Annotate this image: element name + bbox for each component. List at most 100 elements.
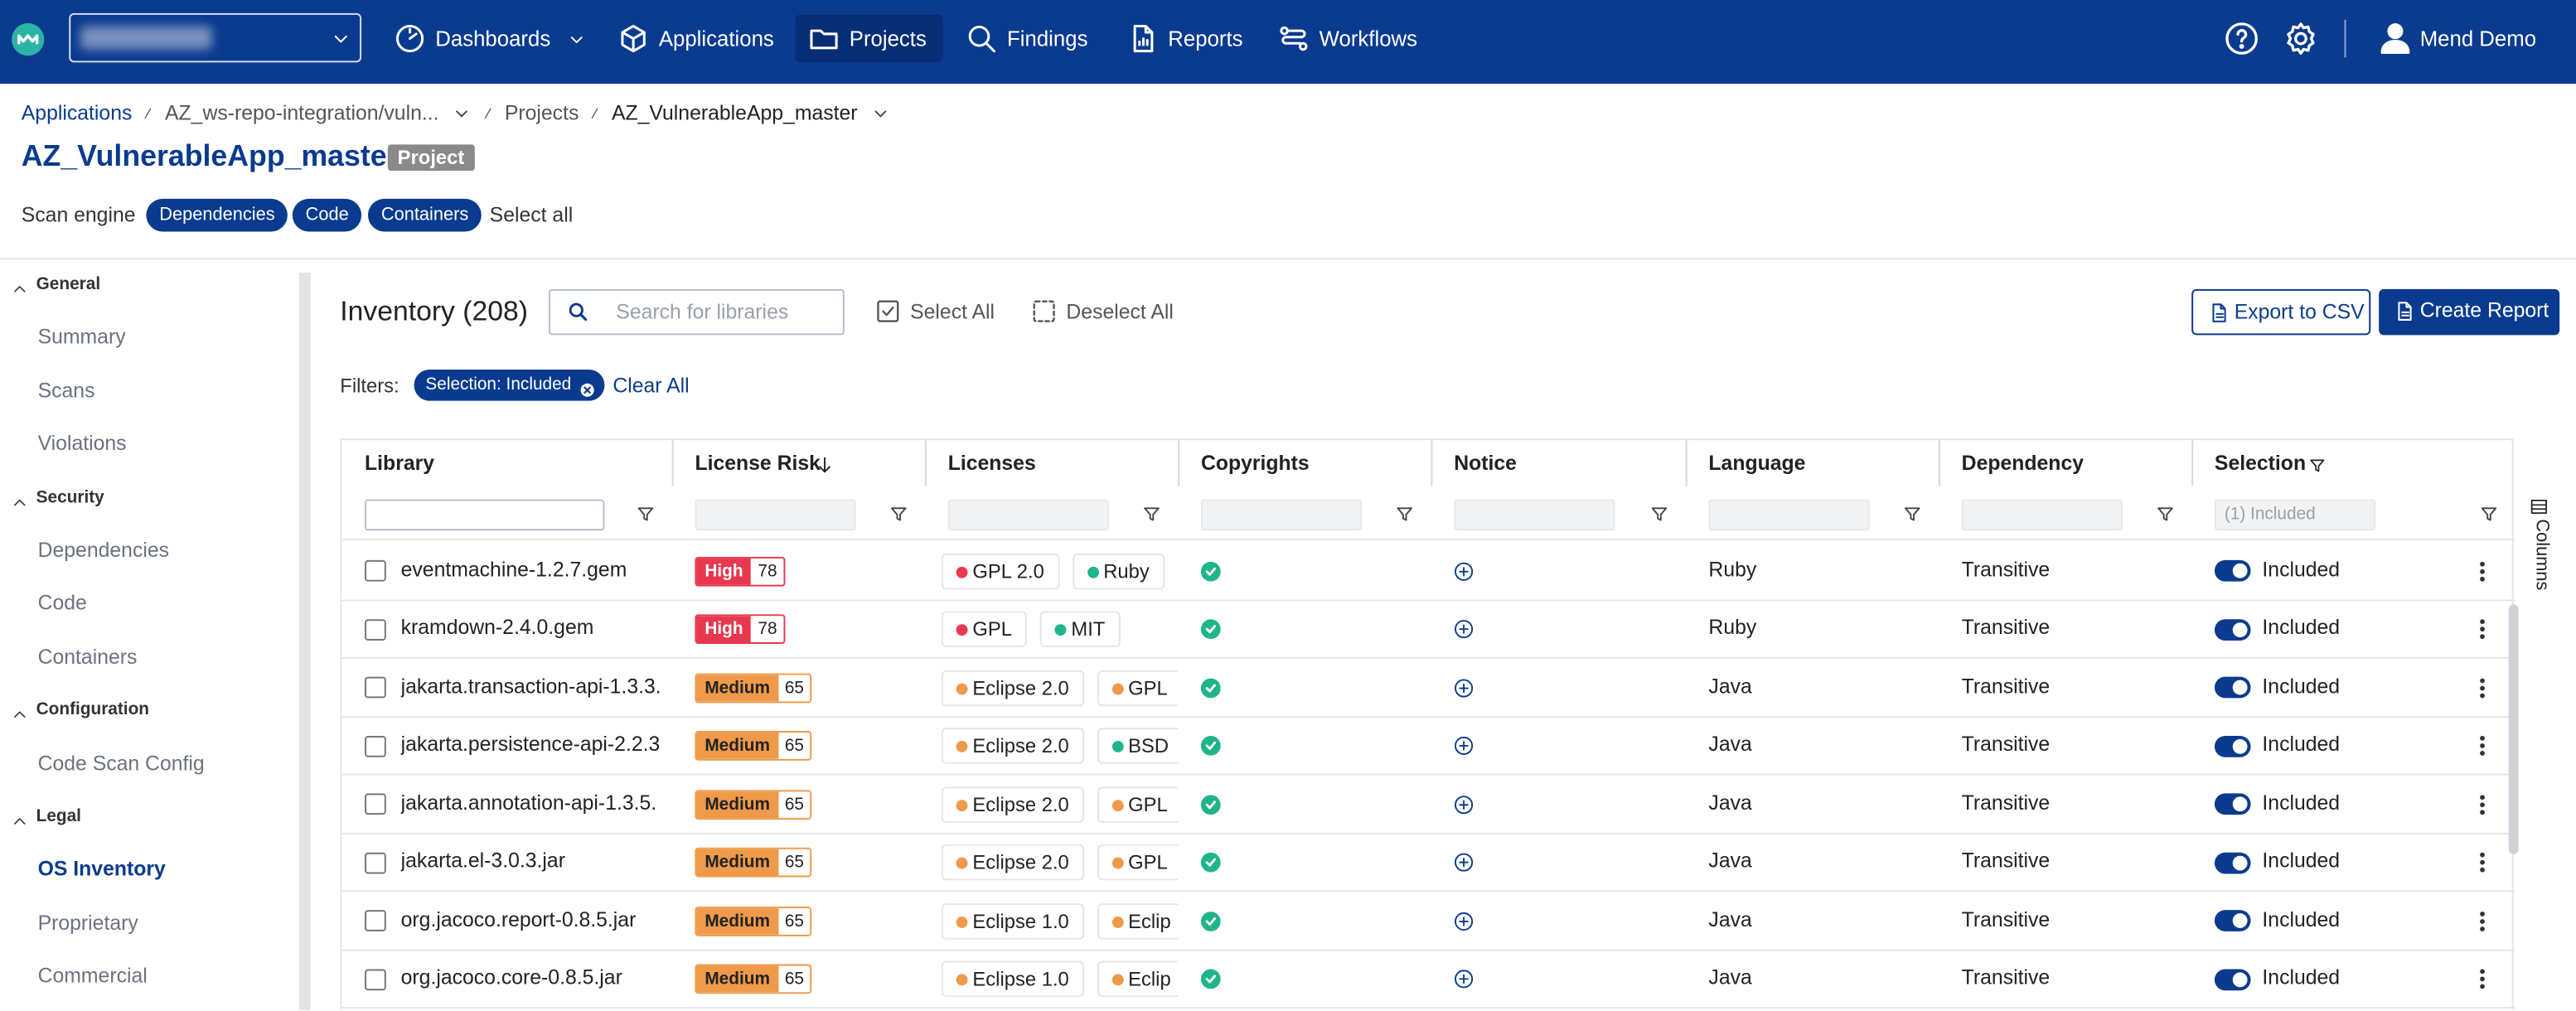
selection-toggle[interactable] xyxy=(2214,676,2251,699)
row-menu[interactable] xyxy=(2471,676,2494,699)
column-filter-input[interactable] xyxy=(695,499,856,531)
collapse-chevron[interactable] xyxy=(12,278,28,294)
column-header[interactable]: Licenses xyxy=(947,452,1036,475)
select-all-engines[interactable]: Select all xyxy=(489,203,574,227)
sidebar-item[interactable]: Violations xyxy=(37,432,127,456)
row-checkbox[interactable] xyxy=(365,559,386,582)
column-header[interactable]: Dependency xyxy=(1961,452,2085,475)
notice-add[interactable] xyxy=(1454,853,1474,873)
filter-icon[interactable] xyxy=(636,505,656,525)
sidebar-item[interactable]: Containers xyxy=(37,645,138,669)
chevron[interactable] xyxy=(870,104,890,123)
license-pill[interactable]: GPL xyxy=(1097,844,1179,881)
copyright-check[interactable] xyxy=(1200,619,1221,640)
library-name[interactable]: jakarta.persistence-api-2.2.3 xyxy=(400,733,661,756)
notice-add[interactable] xyxy=(1454,561,1474,581)
library-name[interactable]: org.jacoco.report-0.8.5.jar xyxy=(400,907,637,931)
create-report-button[interactable]: Create Report xyxy=(2379,288,2560,336)
engine-chip[interactable]: Dependencies xyxy=(146,198,288,232)
clear-all[interactable]: Clear All xyxy=(613,374,690,398)
row-checkbox[interactable] xyxy=(365,793,386,815)
copyright-check[interactable] xyxy=(1200,852,1221,873)
sidebar-item[interactable]: Scans xyxy=(37,379,95,403)
row-checkbox[interactable] xyxy=(365,735,386,757)
license-pill[interactable]: Eclipse 1.0 xyxy=(941,960,1084,998)
license-pill[interactable]: GPL xyxy=(941,611,1027,647)
deselect-all[interactable]: Deselect All xyxy=(1066,300,1174,324)
nav-item[interactable]: Applications xyxy=(604,15,790,62)
license-pill[interactable]: GPL xyxy=(1097,786,1179,823)
copyright-check[interactable] xyxy=(1200,677,1221,698)
help-icon[interactable] xyxy=(2225,22,2259,56)
selection-toggle[interactable] xyxy=(2214,793,2251,815)
settings-icon[interactable] xyxy=(2283,22,2318,56)
library-name[interactable]: jakarta.annotation-api-1.3.5. xyxy=(400,791,657,815)
sidebar-section[interactable]: Configuration xyxy=(36,699,150,720)
license-pill[interactable]: Eclipse 2.0 xyxy=(941,844,1084,881)
column-header[interactable]: Library xyxy=(365,452,435,475)
column-filter-input[interactable] xyxy=(365,499,605,531)
copyright-check[interactable] xyxy=(1200,560,1221,581)
column-header[interactable]: Notice xyxy=(1454,452,1517,475)
filter-icon[interactable] xyxy=(2479,505,2499,525)
export-button[interactable]: Export to CSV xyxy=(2191,288,2371,336)
nav-item[interactable]: Findings xyxy=(953,15,1105,62)
license-pill[interactable]: GPL xyxy=(1097,669,1179,706)
selection-toggle[interactable] xyxy=(2214,851,2251,873)
sidebar-section[interactable]: General xyxy=(36,274,101,294)
column-header[interactable]: Copyrights xyxy=(1200,452,1310,475)
license-pill[interactable]: Eclipse 2.0 xyxy=(941,669,1084,706)
nav-item[interactable]: Dashboards xyxy=(381,15,600,62)
notice-add[interactable] xyxy=(1454,794,1474,814)
row-menu[interactable] xyxy=(2471,734,2494,757)
sidebar-item[interactable]: Proprietary xyxy=(37,911,138,935)
column-filter-input[interactable]: (1) Included xyxy=(2214,499,2376,531)
select-all-icon[interactable] xyxy=(875,299,900,324)
search-box[interactable]: Search for libraries xyxy=(549,288,845,336)
columns-toggle[interactable]: Columns xyxy=(2524,490,2557,605)
filter-icon[interactable] xyxy=(2308,455,2327,473)
license-pill[interactable]: Eclipse 1.0 xyxy=(941,902,1084,939)
filter-icon[interactable] xyxy=(2156,505,2176,525)
sort-icon[interactable] xyxy=(815,455,835,475)
row-checkbox[interactable] xyxy=(365,968,386,990)
license-pill[interactable]: Ruby xyxy=(1072,552,1165,589)
sidebar-item[interactable]: OS Inventory xyxy=(37,858,166,882)
sidebar-item[interactable]: Code xyxy=(37,592,87,616)
copyright-check[interactable] xyxy=(1200,735,1221,756)
selection-toggle[interactable] xyxy=(2214,968,2251,990)
org-select[interactable] xyxy=(69,12,362,63)
sidebar-item[interactable]: Dependencies xyxy=(37,539,170,562)
column-filter-input[interactable] xyxy=(1708,499,1870,531)
select-all[interactable]: Select All xyxy=(910,300,995,324)
selection-toggle[interactable] xyxy=(2214,735,2251,757)
nav-item[interactable]: Reports xyxy=(1114,15,1259,62)
deselect-all-icon[interactable] xyxy=(1032,299,1057,324)
nav-item[interactable]: Workflows xyxy=(1265,15,1434,62)
filter-icon[interactable] xyxy=(1902,505,1922,525)
sidebar-section[interactable]: Security xyxy=(36,486,104,507)
engine-chip[interactable]: Containers xyxy=(367,198,482,232)
copyright-check[interactable] xyxy=(1200,969,1221,989)
row-menu[interactable] xyxy=(2471,792,2494,815)
breadcrumb-item[interactable]: Projects xyxy=(504,101,579,125)
license-pill[interactable]: GPL 2.0 xyxy=(941,552,1059,589)
notice-add[interactable] xyxy=(1454,619,1474,639)
row-menu[interactable] xyxy=(2471,909,2494,932)
row-menu[interactable] xyxy=(2471,851,2494,874)
column-filter-input[interactable] xyxy=(1200,499,1363,531)
copyright-check[interactable] xyxy=(1200,794,1221,815)
selection-toggle[interactable] xyxy=(2214,559,2251,582)
collapse-chevron[interactable] xyxy=(12,491,28,507)
logo[interactable] xyxy=(10,22,46,58)
column-header[interactable]: License Risk xyxy=(695,452,821,475)
column-filter-input[interactable] xyxy=(947,499,1109,531)
license-pill[interactable]: Eclip xyxy=(1097,960,1179,998)
chevron[interactable] xyxy=(452,104,472,123)
column-filter-input[interactable] xyxy=(1961,499,2123,531)
sidebar-item[interactable]: Commercial xyxy=(37,964,148,988)
license-pill[interactable]: Eclipse 2.0 xyxy=(941,728,1084,764)
copyright-check[interactable] xyxy=(1200,911,1221,931)
library-name[interactable]: kramdown-2.4.0.gem xyxy=(400,616,594,640)
breadcrumb-item[interactable]: Applications xyxy=(21,101,133,125)
